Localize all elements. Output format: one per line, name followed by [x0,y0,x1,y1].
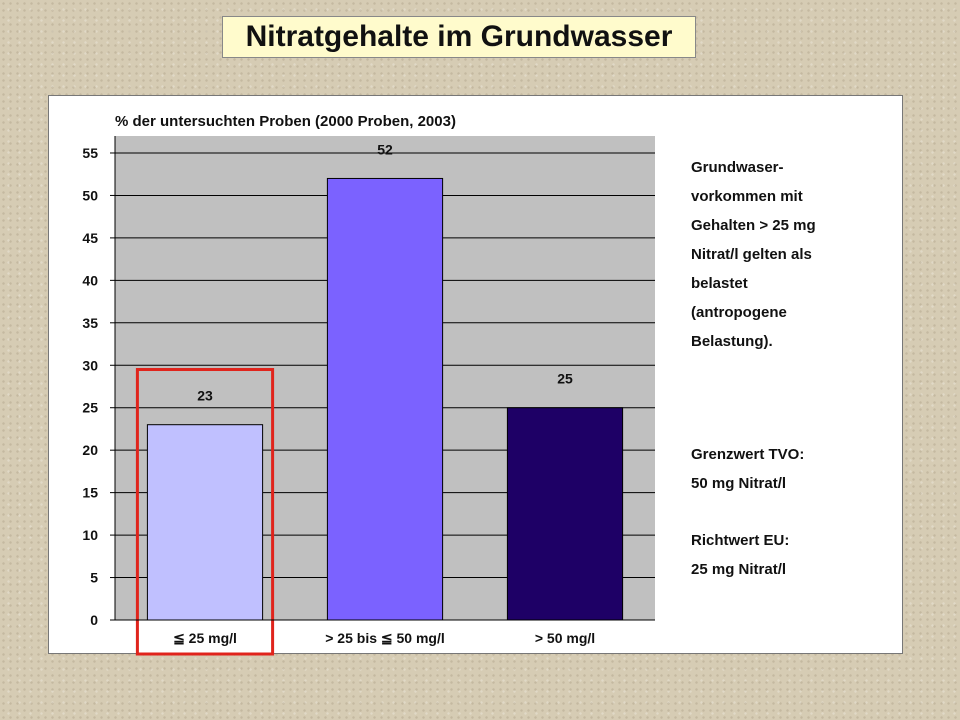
y-tick-label: 35 [82,315,98,331]
side-note-line: Gehalten > 25 mg [691,217,816,234]
y-tick-label: 20 [82,442,98,458]
x-tick-label: > 25 bis ≦ 50 mg/l [325,630,445,646]
side-note-line: Nitrat/l gelten als [691,246,812,263]
y-tick-label: 55 [82,145,98,161]
side-note-line: Belastung). [691,333,773,350]
y-tick-label: 0 [90,612,98,628]
tvo-limit: Grenzwert TVO: 50 mg Nitrat/l [691,440,804,498]
tvo-value: 50 mg Nitrat/l [691,475,787,492]
y-tick-label: 45 [82,230,98,246]
bar [326,177,444,621]
y-tick-label: 10 [82,527,98,543]
data-label: 23 [197,388,213,404]
y-tick-label: 15 [82,485,98,501]
side-note-line: Grundwaser- [691,159,784,176]
data-label: 52 [377,141,393,157]
y-tick-label: 30 [82,357,98,373]
eu-value: 25 mg Nitrat/l [691,561,787,578]
y-tick-label: 40 [82,272,98,288]
x-tick-label: > 50 mg/l [535,630,595,646]
y-tick-label: 5 [90,570,98,586]
y-tick-label: 25 [82,400,98,416]
eu-label: Richtwert EU: [691,532,790,549]
side-note-line: vorkommen mit [691,188,803,205]
eu-limit: Richtwert EU: 25 mg Nitrat/l [691,526,789,584]
chart-title: Nitratgehalte im Grundwasser [222,16,696,58]
highlight-frame [135,368,275,656]
bar [146,424,264,621]
side-note-line: (antropogene [691,304,787,321]
data-label: 25 [557,371,573,387]
side-note-line: belastet [691,275,748,292]
side-note: Grundwaser- vorkommen mit Gehalten > 25 … [691,153,871,356]
bar [506,407,624,621]
x-tick-label: ≦ 25 mg/l [173,630,237,646]
chart-subtitle: % der untersuchten Proben (2000 Proben, … [115,113,456,130]
tvo-label: Grenzwert TVO: [691,446,805,463]
y-tick-label: 50 [82,187,98,203]
